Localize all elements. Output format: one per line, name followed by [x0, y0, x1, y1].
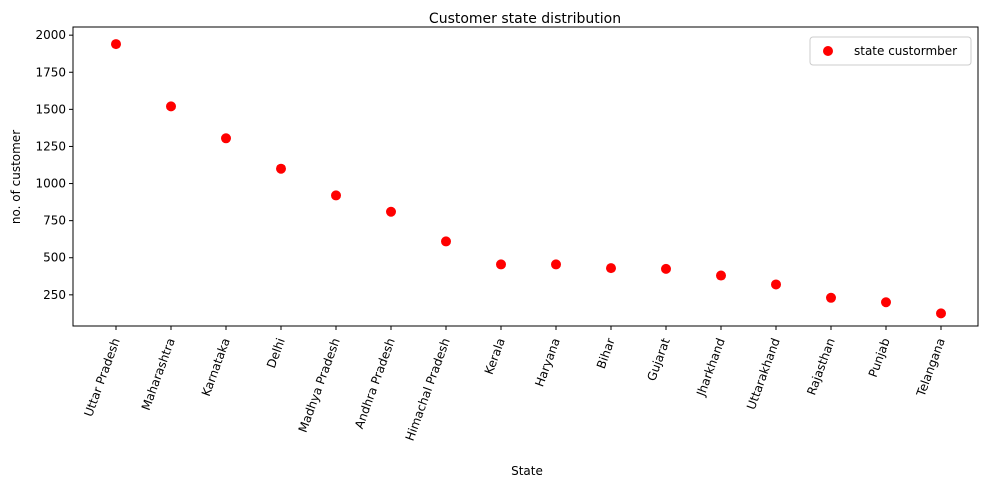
- y-tick-label: 2000: [35, 28, 66, 42]
- plot-area: [72, 26, 979, 327]
- y-tick-label: 500: [43, 251, 66, 265]
- x-tick-label: Uttarakhand: [744, 336, 783, 411]
- y-tick-label: 750: [43, 214, 66, 228]
- y-tick-label: 1500: [35, 102, 66, 116]
- x-tick-label: Rajasthan: [804, 336, 838, 397]
- x-tick-label: Jharkhand: [694, 336, 728, 399]
- data-point: [496, 259, 506, 270]
- legend-marker: [823, 46, 833, 56]
- legend: state custormber: [809, 36, 972, 66]
- x-tick-label: Gujarat: [644, 336, 673, 383]
- legend-label: state custormber: [854, 44, 957, 58]
- x-tick-label: Haryana: [532, 336, 563, 388]
- y-tick-label: 250: [43, 288, 66, 302]
- x-tick-label: Delhi: [264, 336, 288, 370]
- data-point: [661, 263, 671, 274]
- data-points: [111, 39, 946, 319]
- y-axis: 250 500 750 1000 1250 1500 1750 2000: [35, 28, 73, 302]
- data-point: [936, 308, 946, 319]
- chart-title: Customer state distribution: [429, 11, 621, 27]
- data-point: [386, 206, 396, 217]
- x-tick-label: Karnataka: [199, 336, 233, 398]
- data-point: [166, 101, 176, 112]
- data-point: [441, 236, 451, 247]
- x-tick-label: Bihar: [594, 336, 618, 370]
- x-axis-label: State: [511, 464, 543, 478]
- x-tick-label: Kerala: [482, 336, 508, 376]
- y-axis-label: no. of customer: [9, 130, 23, 224]
- data-point: [221, 133, 231, 144]
- x-tick-label: Punjab: [866, 336, 893, 379]
- legend-box: [809, 36, 972, 66]
- y-tick-label: 1750: [35, 65, 66, 79]
- data-point: [331, 190, 341, 201]
- data-point: [606, 263, 616, 274]
- data-point: [551, 259, 561, 270]
- data-point: [111, 39, 121, 50]
- x-tick-label: Andhra Pradesh: [352, 336, 398, 430]
- y-tick-label: 1250: [35, 139, 66, 153]
- x-tick-label: Uttar Pradesh: [81, 336, 122, 418]
- x-tick-label: Madhya Pradesh: [296, 336, 343, 434]
- data-point: [771, 279, 781, 290]
- x-axis: Uttar Pradesh Maharashtra Karnataka Delhi Ma…: [81, 326, 948, 443]
- data-point: [716, 270, 726, 281]
- x-tick-label: Maharashtra: [139, 336, 178, 412]
- y-tick-label: 1000: [35, 177, 66, 191]
- data-point: [881, 297, 891, 308]
- data-point: [276, 163, 286, 174]
- x-tick-label: Telangana: [913, 336, 947, 399]
- data-point: [826, 292, 836, 303]
- x-tick-label: Himachal Pradesh: [403, 336, 453, 443]
